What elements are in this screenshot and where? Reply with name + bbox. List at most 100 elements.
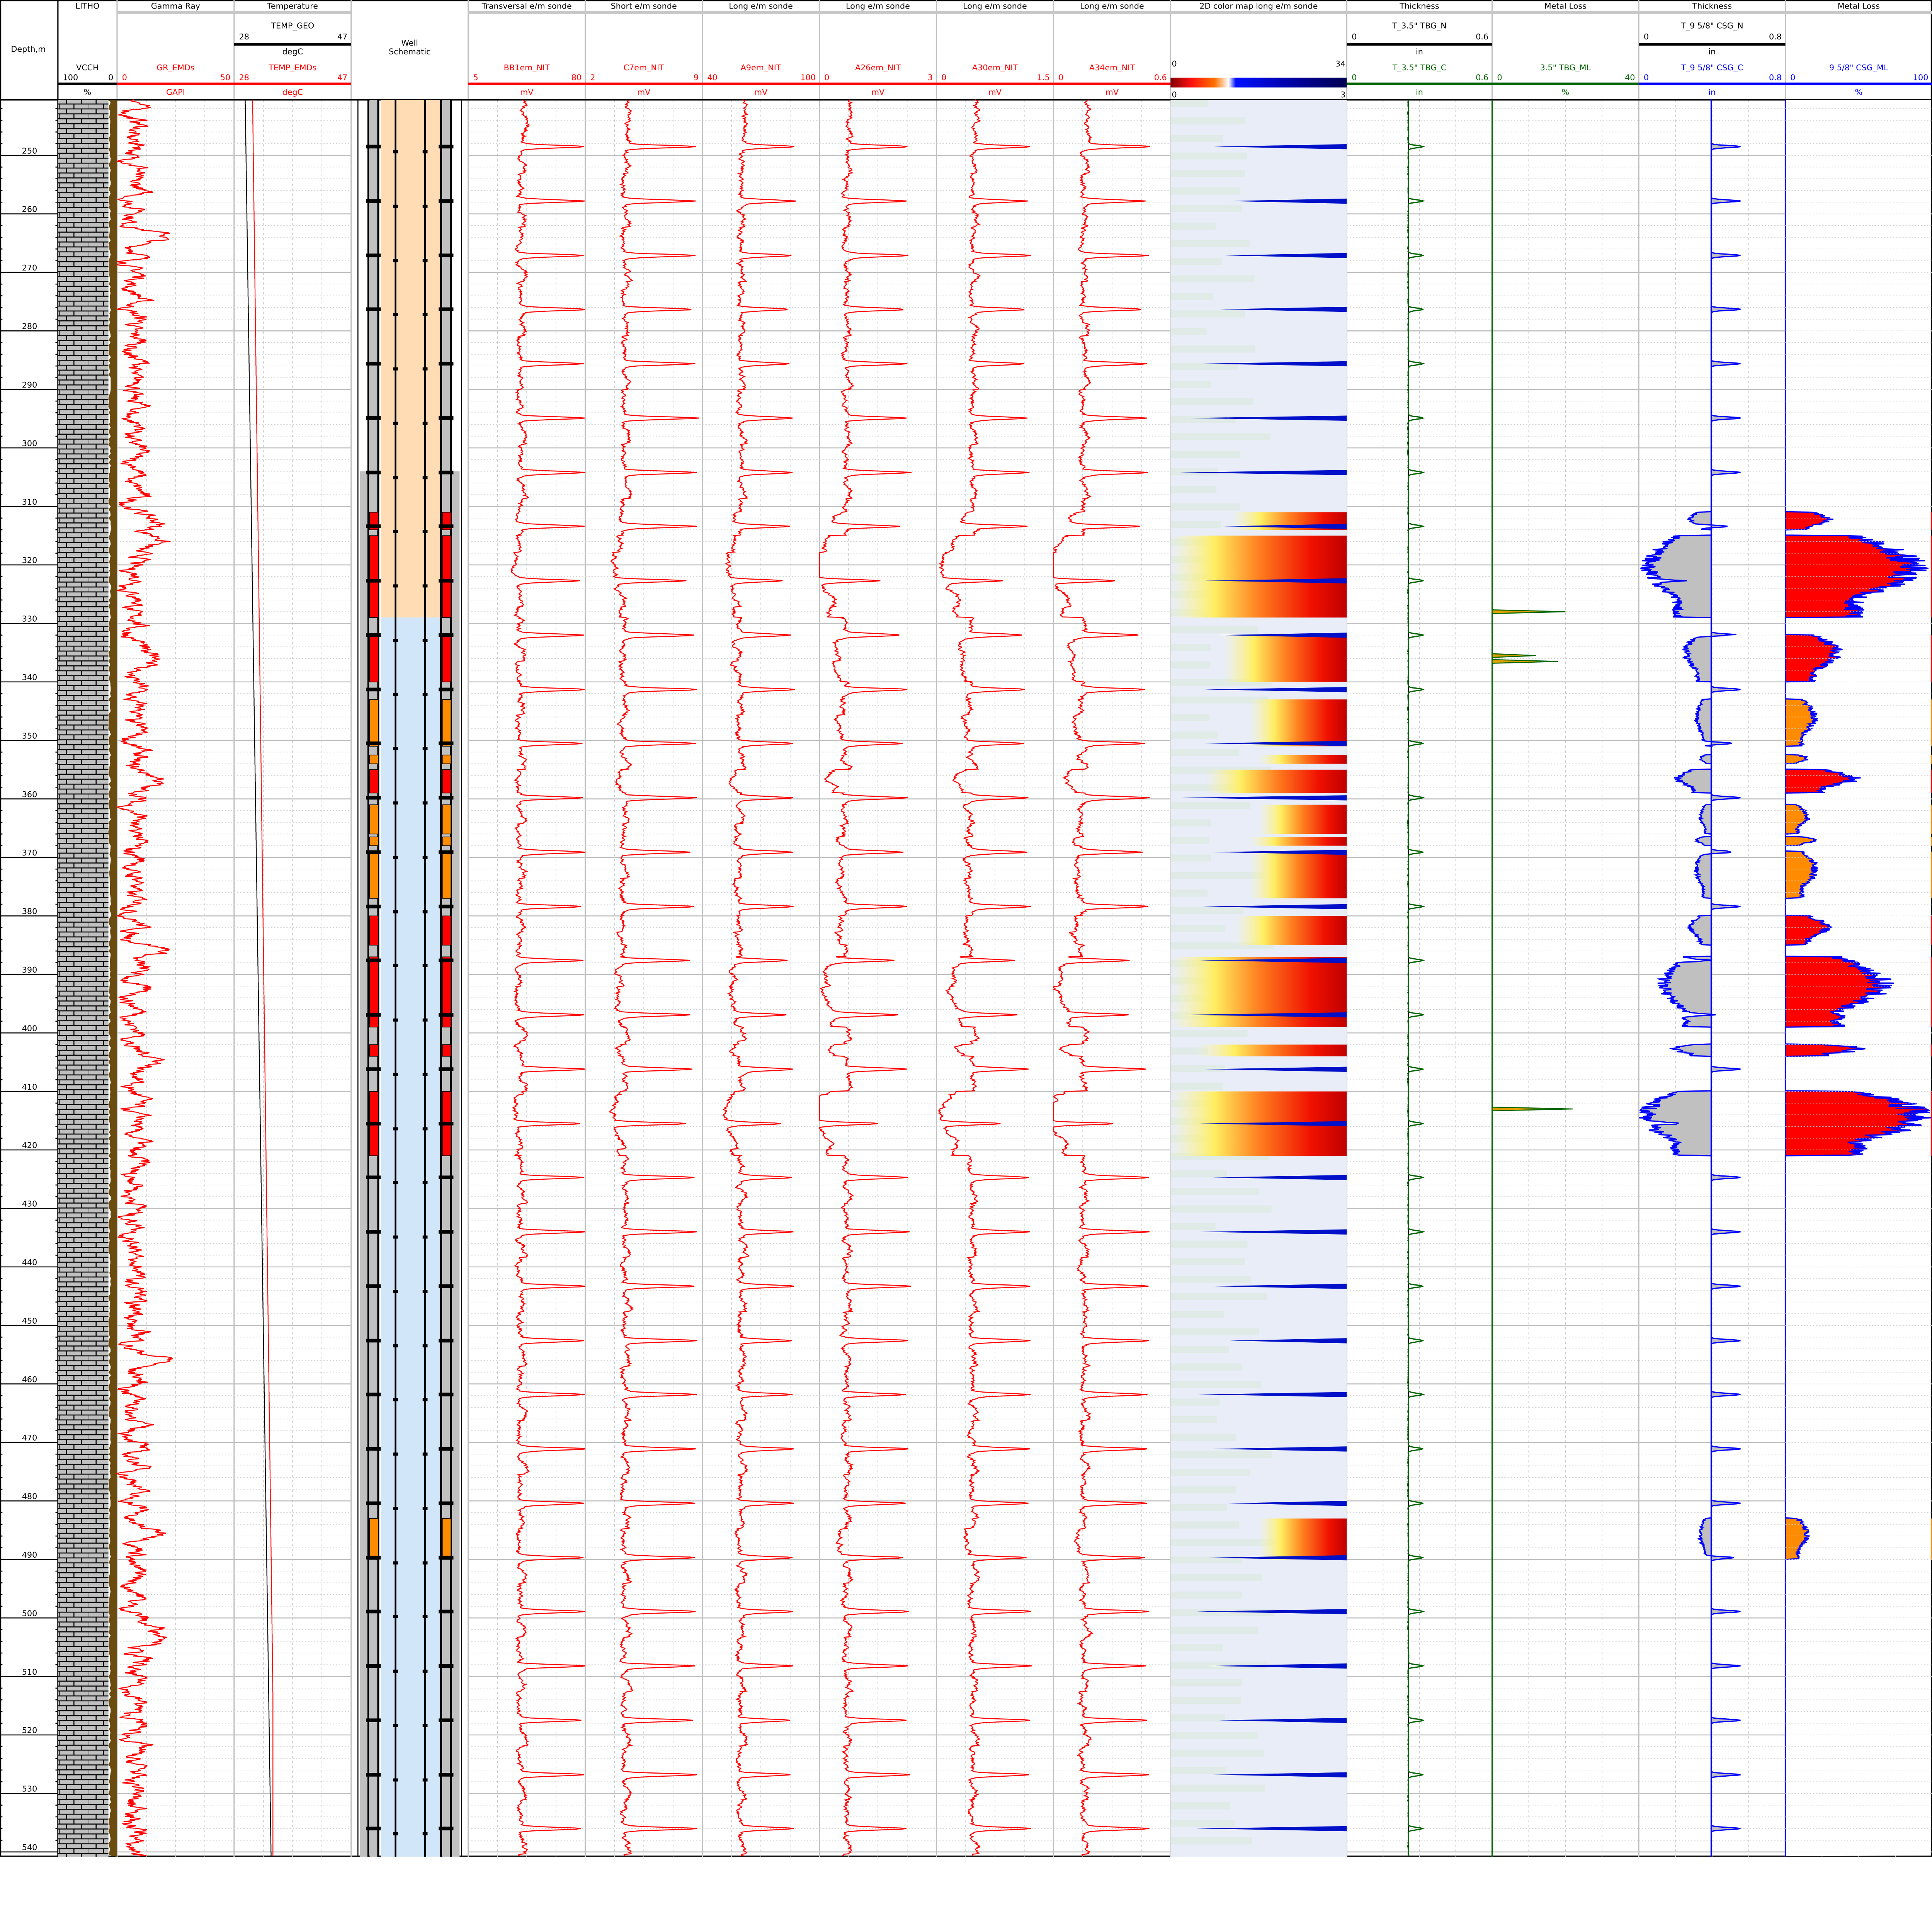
- curve-unit: in: [1416, 88, 1423, 97]
- scale-bar: [1347, 82, 1492, 85]
- tubing-collar: [393, 639, 398, 642]
- casing-corrosion-block: [442, 769, 451, 794]
- colormap-texture: [1170, 854, 1211, 862]
- curve-mnemonic: T_9 5/8" CSG_C: [1680, 63, 1743, 73]
- tubing-collar: [422, 1832, 428, 1835]
- casing-collar: [366, 1827, 381, 1831]
- colormap-collar: [1213, 1175, 1347, 1180]
- colormap-corrosion: [1259, 804, 1347, 834]
- colormap-collar: [1182, 795, 1347, 801]
- casing-collar: [439, 1718, 454, 1722]
- colorbar: [1170, 77, 1347, 88]
- curve-unit: degC: [282, 88, 303, 97]
- scale-max: 9: [694, 73, 699, 82]
- colormap-texture: [1170, 1503, 1227, 1511]
- casing-collar: [366, 1338, 381, 1343]
- tubing-collar: [393, 1073, 398, 1076]
- header-separator: [117, 11, 234, 14]
- tbg-ml-spike: [1492, 659, 1558, 664]
- casing-collar: [366, 1393, 381, 1396]
- casing-collar: [366, 524, 381, 528]
- tubing-collar: [422, 801, 428, 805]
- casing-corrosion-block: [369, 956, 379, 1027]
- scale-min: 28: [239, 73, 249, 82]
- casing-corrosion-block: [369, 915, 379, 946]
- annulus-oil: [381, 100, 440, 618]
- depth-label: 410: [22, 1082, 37, 1092]
- casing-collar: [366, 1773, 381, 1777]
- tubing-collar: [422, 1181, 428, 1184]
- curve-mnemonic: T_3.5" TBG_N: [1392, 21, 1447, 31]
- colormap-collar: [1230, 1338, 1347, 1344]
- colormap-collar: [1200, 958, 1347, 963]
- colormap-texture: [1170, 486, 1217, 493]
- depth-label: 270: [22, 263, 37, 272]
- casing-collar: [366, 1284, 381, 1288]
- curve-unit: %: [1561, 88, 1569, 97]
- tubing-collar: [393, 1669, 398, 1673]
- colormap-collar: [1205, 578, 1347, 583]
- colormap-collar: [1204, 741, 1347, 746]
- colormap-texture: [1170, 345, 1255, 353]
- scale-bar: [1785, 82, 1932, 85]
- casing-collar: [366, 1067, 381, 1071]
- tubing-collar: [393, 1832, 398, 1835]
- colormap-texture: [1170, 714, 1210, 721]
- colormap-texture: [1170, 1539, 1275, 1546]
- curve-unit: mV: [520, 88, 533, 97]
- colormap-texture: [1170, 1609, 1274, 1616]
- colormap-texture: [1170, 1328, 1260, 1335]
- colormap-texture: [1170, 1749, 1264, 1757]
- curve-unit: %: [1855, 88, 1862, 97]
- colormap-texture: [1170, 117, 1246, 124]
- scale-min: 5: [473, 73, 478, 82]
- colormap-texture: [1170, 626, 1258, 634]
- colormap-texture: [1170, 1293, 1267, 1301]
- colormap-collar: [1212, 1772, 1347, 1777]
- colormap-texture: [1170, 1170, 1227, 1178]
- tubing-collar: [422, 313, 428, 316]
- colormap-texture: [1170, 433, 1270, 440]
- casing-corrosion-block: [442, 1518, 451, 1560]
- header-separator: [702, 11, 820, 14]
- tubing-collar: [393, 801, 398, 805]
- colormap-texture: [1170, 1732, 1258, 1739]
- curve-mnemonic: C7em_NIT: [624, 63, 665, 73]
- tubing-collar: [422, 367, 428, 371]
- colormap-texture: [1170, 819, 1211, 827]
- colormap-texture: [1170, 1626, 1259, 1634]
- depth-label: 330: [22, 614, 37, 624]
- scale-bar: [468, 82, 585, 85]
- scale-max: 1.5: [1037, 73, 1050, 82]
- depth-label: 500: [22, 1609, 37, 1618]
- casing-collar: [439, 362, 454, 366]
- casing-corrosion-block: [369, 535, 379, 618]
- tubing-collar: [422, 639, 428, 642]
- casing-collar: [439, 1175, 454, 1179]
- colormap-texture: [1170, 1030, 1248, 1037]
- curve-mnemonic: A9em_NIT: [741, 63, 781, 73]
- header-separator: [1053, 11, 1171, 14]
- colormap-texture: [1170, 1381, 1261, 1388]
- casing-corrosion-block: [442, 915, 451, 946]
- tubing-collar: [393, 1398, 398, 1401]
- scale-max: 50: [220, 73, 230, 82]
- casing-collar: [366, 796, 381, 800]
- colormap-texture: [1170, 503, 1240, 511]
- depth-label: 520: [22, 1726, 37, 1735]
- colormap-collar: [1180, 470, 1347, 475]
- colormap-corrosion: [1236, 916, 1347, 946]
- csg-ml-mask: [1785, 100, 1931, 1856]
- colormap-texture: [1170, 1258, 1245, 1265]
- curve-mnemonic: 9 5/8" CSG_ML: [1829, 63, 1888, 73]
- casing-collar: [366, 1501, 381, 1505]
- casing-collar: [366, 362, 381, 366]
- colormap-collar: [1204, 687, 1347, 692]
- casing-corrosion-block: [442, 634, 451, 682]
- colormap-texture: [1170, 907, 1244, 914]
- curve-mnemonic: TEMP_GEO: [270, 21, 314, 31]
- colormap-texture: [1170, 275, 1255, 282]
- tubing-collar: [393, 855, 398, 859]
- tubing-collar: [393, 584, 398, 588]
- tubing-collar: [422, 584, 428, 588]
